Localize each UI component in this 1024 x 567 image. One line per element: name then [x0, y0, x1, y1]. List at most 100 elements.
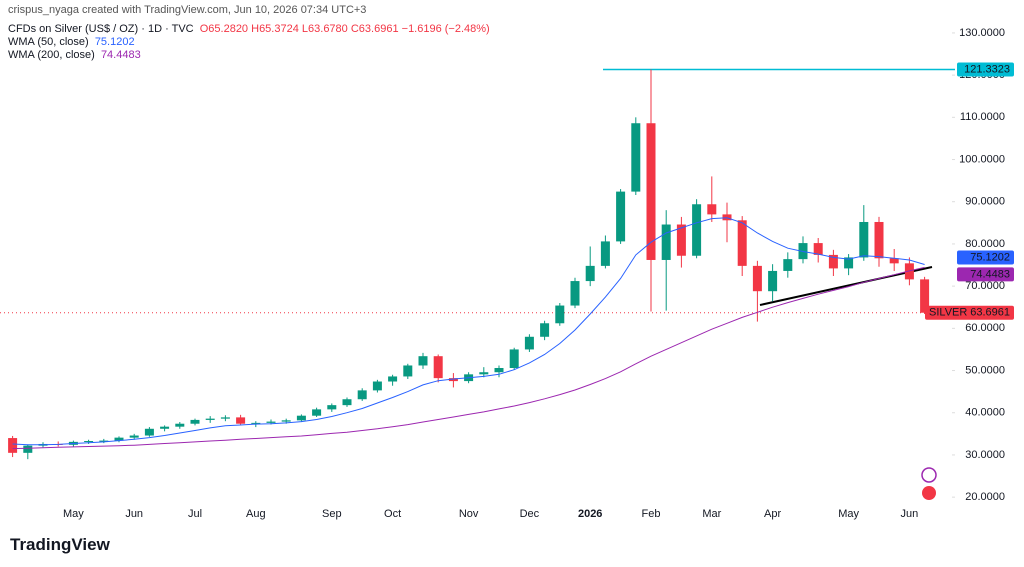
y-tick-label: 70.0000: [965, 280, 1005, 292]
legend-item: WMA (200, close) 74.4483: [8, 49, 490, 62]
candle-body: [859, 221, 869, 258]
candle-body: [160, 426, 170, 429]
symbol-tag: SILVER: [929, 307, 967, 319]
candle-body: [585, 265, 595, 282]
candle-body: [920, 279, 930, 313]
candle-body: [312, 409, 322, 416]
x-tick-label: Sep: [322, 508, 342, 520]
candle-body: [600, 241, 610, 266]
candle-body: [889, 258, 899, 264]
candle-body: [8, 438, 18, 453]
candle-body: [555, 305, 565, 324]
header: crispus_nyaga created with TradingView.c…: [8, 4, 367, 16]
candle-body: [403, 365, 413, 377]
candle-body: [844, 257, 854, 269]
candle-body: [479, 372, 489, 375]
symbol-tag-box: [925, 305, 1014, 320]
candle-body: [540, 323, 550, 337]
candle-body: [144, 428, 154, 436]
candle-body: [418, 356, 428, 366]
x-tick-label: May: [63, 508, 84, 520]
candle-body: [99, 440, 109, 442]
x-tick-label: 2026: [578, 508, 602, 520]
trend-line: [759, 266, 933, 306]
brand: TradingView: [10, 535, 110, 554]
x-tick-label: Apr: [764, 508, 781, 520]
symbol-line: CFDs on Silver (US$ / OZ) · 1D · TVC O65…: [8, 23, 490, 35]
y-tick-label: 30.0000: [965, 449, 1005, 461]
candle-body: [661, 224, 671, 260]
ohlc: O65.2820: [199, 23, 249, 35]
candle-body: [737, 220, 747, 266]
x-tick-label: Nov: [459, 508, 479, 520]
candle-body: [220, 417, 230, 419]
candle-body: [388, 376, 398, 382]
candle-body: [372, 381, 382, 391]
candle-body: [190, 419, 200, 424]
wma-line: [12, 217, 925, 446]
x-tick-label: Aug: [246, 508, 266, 520]
y-tick-label: 80.0000: [965, 238, 1005, 250]
y-tick-label: 60.0000: [965, 322, 1005, 334]
candle-body: [296, 415, 306, 421]
candle-body: [768, 270, 778, 292]
candle-body: [205, 418, 215, 420]
y-tick-label: 20.0000: [965, 491, 1005, 503]
candle-body: [266, 421, 276, 423]
candle-body: [813, 243, 823, 255]
candle-body: [129, 435, 139, 438]
y-tick-label: 90.0000: [965, 196, 1005, 208]
change: −1.6196 (−2.48%): [401, 23, 490, 35]
y-tick-label: 50.0000: [965, 364, 1005, 376]
legend-label: WMA (50, close): [8, 36, 89, 48]
legend-value: 75.1202: [94, 36, 135, 48]
interval: 1D: [147, 23, 163, 35]
legend-label: WMA (200, close): [8, 49, 95, 61]
legend: crispus_nyaga created with TradingView.c…: [8, 4, 490, 62]
legend-value: 74.4483: [100, 49, 141, 61]
candle-body: [114, 437, 124, 441]
candle-body: [828, 254, 838, 269]
ohlc: L63.6780: [301, 23, 348, 35]
candle-body: [631, 123, 641, 192]
candle-body: [357, 390, 367, 400]
x-tick-label: Mar: [702, 508, 721, 520]
ohlc: H65.3724: [251, 23, 299, 35]
candle-body: [236, 417, 246, 424]
candle-body: [616, 191, 626, 242]
event-icon: [921, 467, 937, 483]
x-tick-label: Oct: [384, 508, 401, 520]
level-label-box: [957, 62, 1014, 77]
candle-body: [570, 281, 580, 306]
candle-body: [23, 445, 33, 453]
candle-body: [707, 204, 717, 215]
candle-body: [783, 259, 793, 271]
candle-body: [281, 420, 291, 422]
wma-price-label-box: [957, 267, 1014, 282]
y-tick-label: 100.0000: [959, 153, 1005, 165]
wma-price-label-box: [957, 250, 1014, 265]
candle-body: [874, 221, 884, 259]
candle-body: [342, 399, 352, 406]
candle-body: [676, 224, 686, 256]
candle-body: [509, 349, 519, 369]
candle-body: [251, 422, 261, 424]
y-tick-label: 110.0000: [960, 111, 1005, 123]
ohlc: C63.6961: [350, 23, 399, 35]
last-price-label: 63.6961: [970, 307, 1010, 319]
level-label: 121.3323: [964, 63, 1010, 75]
wma-line: [12, 266, 925, 450]
candle-body: [494, 368, 504, 373]
candle-body: [692, 204, 702, 256]
legend-item: WMA (50, close) 75.1202: [8, 36, 490, 49]
symbol: CFDs on Silver (US$ / OZ): [8, 23, 139, 35]
y-tick-label: 40.0000: [965, 407, 1005, 419]
candle-body: [524, 336, 534, 350]
wma-price-label: 75.1202: [970, 251, 1010, 263]
candle-body: [433, 356, 443, 379]
candle-body: [646, 123, 656, 260]
wma-price-label: 74.4483: [970, 268, 1010, 280]
exchange: TVC: [171, 23, 194, 35]
